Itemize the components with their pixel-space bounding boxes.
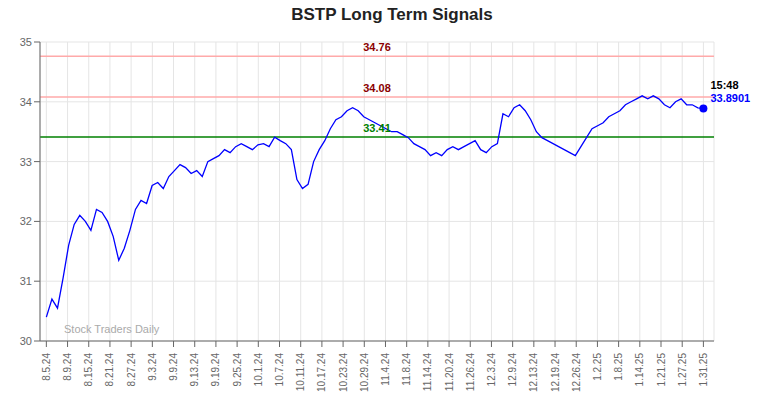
svg-text:10.11.24: 10.11.24 [295,353,306,392]
svg-text:9.19.24: 9.19.24 [210,353,221,387]
svg-text:31: 31 [20,275,32,287]
svg-text:11.14.24: 11.14.24 [422,353,433,392]
svg-text:9.13.24: 9.13.24 [189,353,200,387]
svg-text:8.5.24: 8.5.24 [41,353,52,381]
svg-text:11.4.24: 11.4.24 [380,353,391,386]
svg-text:9.3.24: 9.3.24 [147,353,158,381]
svg-text:11.8.24: 11.8.24 [401,353,412,386]
svg-text:10.1.24: 10.1.24 [253,353,264,387]
svg-text:1.21.25: 1.21.25 [656,353,667,387]
html-text:BSTP Long Term Signals: BSTP Long Term Signals [291,5,493,24]
svg-text:33.41: 33.41 [363,122,391,134]
svg-text:9.9.24: 9.9.24 [168,353,179,381]
svg-text:15:48: 15:48 [710,79,738,91]
svg-text:9.25.24: 9.25.24 [232,353,243,387]
svg-text:1.14.25: 1.14.25 [634,353,645,387]
svg-text:33: 33 [20,156,32,168]
svg-text:34.76: 34.76 [363,41,391,53]
svg-text:8.27.24: 8.27.24 [126,353,137,387]
html-text:Stock Traders Daily: Stock Traders Daily [64,323,160,335]
svg-text:10.17.24: 10.17.24 [316,353,327,392]
svg-text:8.21.24: 8.21.24 [104,353,115,387]
svg-text:33.8901: 33.8901 [710,92,750,104]
svg-text:10.29.24: 10.29.24 [359,353,370,392]
svg-text:8.15.24: 8.15.24 [83,353,94,387]
svg-text:12.26.24: 12.26.24 [571,353,582,392]
svg-text:8.9.24: 8.9.24 [62,353,73,381]
svg-text:1.2.25: 1.2.25 [592,353,603,381]
svg-text:34.08: 34.08 [363,82,391,94]
svg-text:12.19.24: 12.19.24 [550,353,561,392]
svg-text:30: 30 [20,335,32,347]
svg-text:35: 35 [20,36,32,48]
svg-text:1.31.25: 1.31.25 [698,353,709,387]
svg-text:11.26.24: 11.26.24 [465,353,476,392]
svg-text:1.8.25: 1.8.25 [613,353,624,381]
svg-text:10.23.24: 10.23.24 [338,353,349,392]
svg-text:1.27.25: 1.27.25 [677,353,688,387]
svg-text:12.3.24: 12.3.24 [486,353,497,387]
svg-text:32: 32 [20,215,32,227]
svg-text:34: 34 [20,96,32,108]
svg-text:10.7.24: 10.7.24 [274,353,285,387]
svg-text:12.13.24: 12.13.24 [528,353,539,392]
svg-text:11.20.24: 11.20.24 [444,353,455,392]
svg-text:12.9.24: 12.9.24 [507,353,518,387]
